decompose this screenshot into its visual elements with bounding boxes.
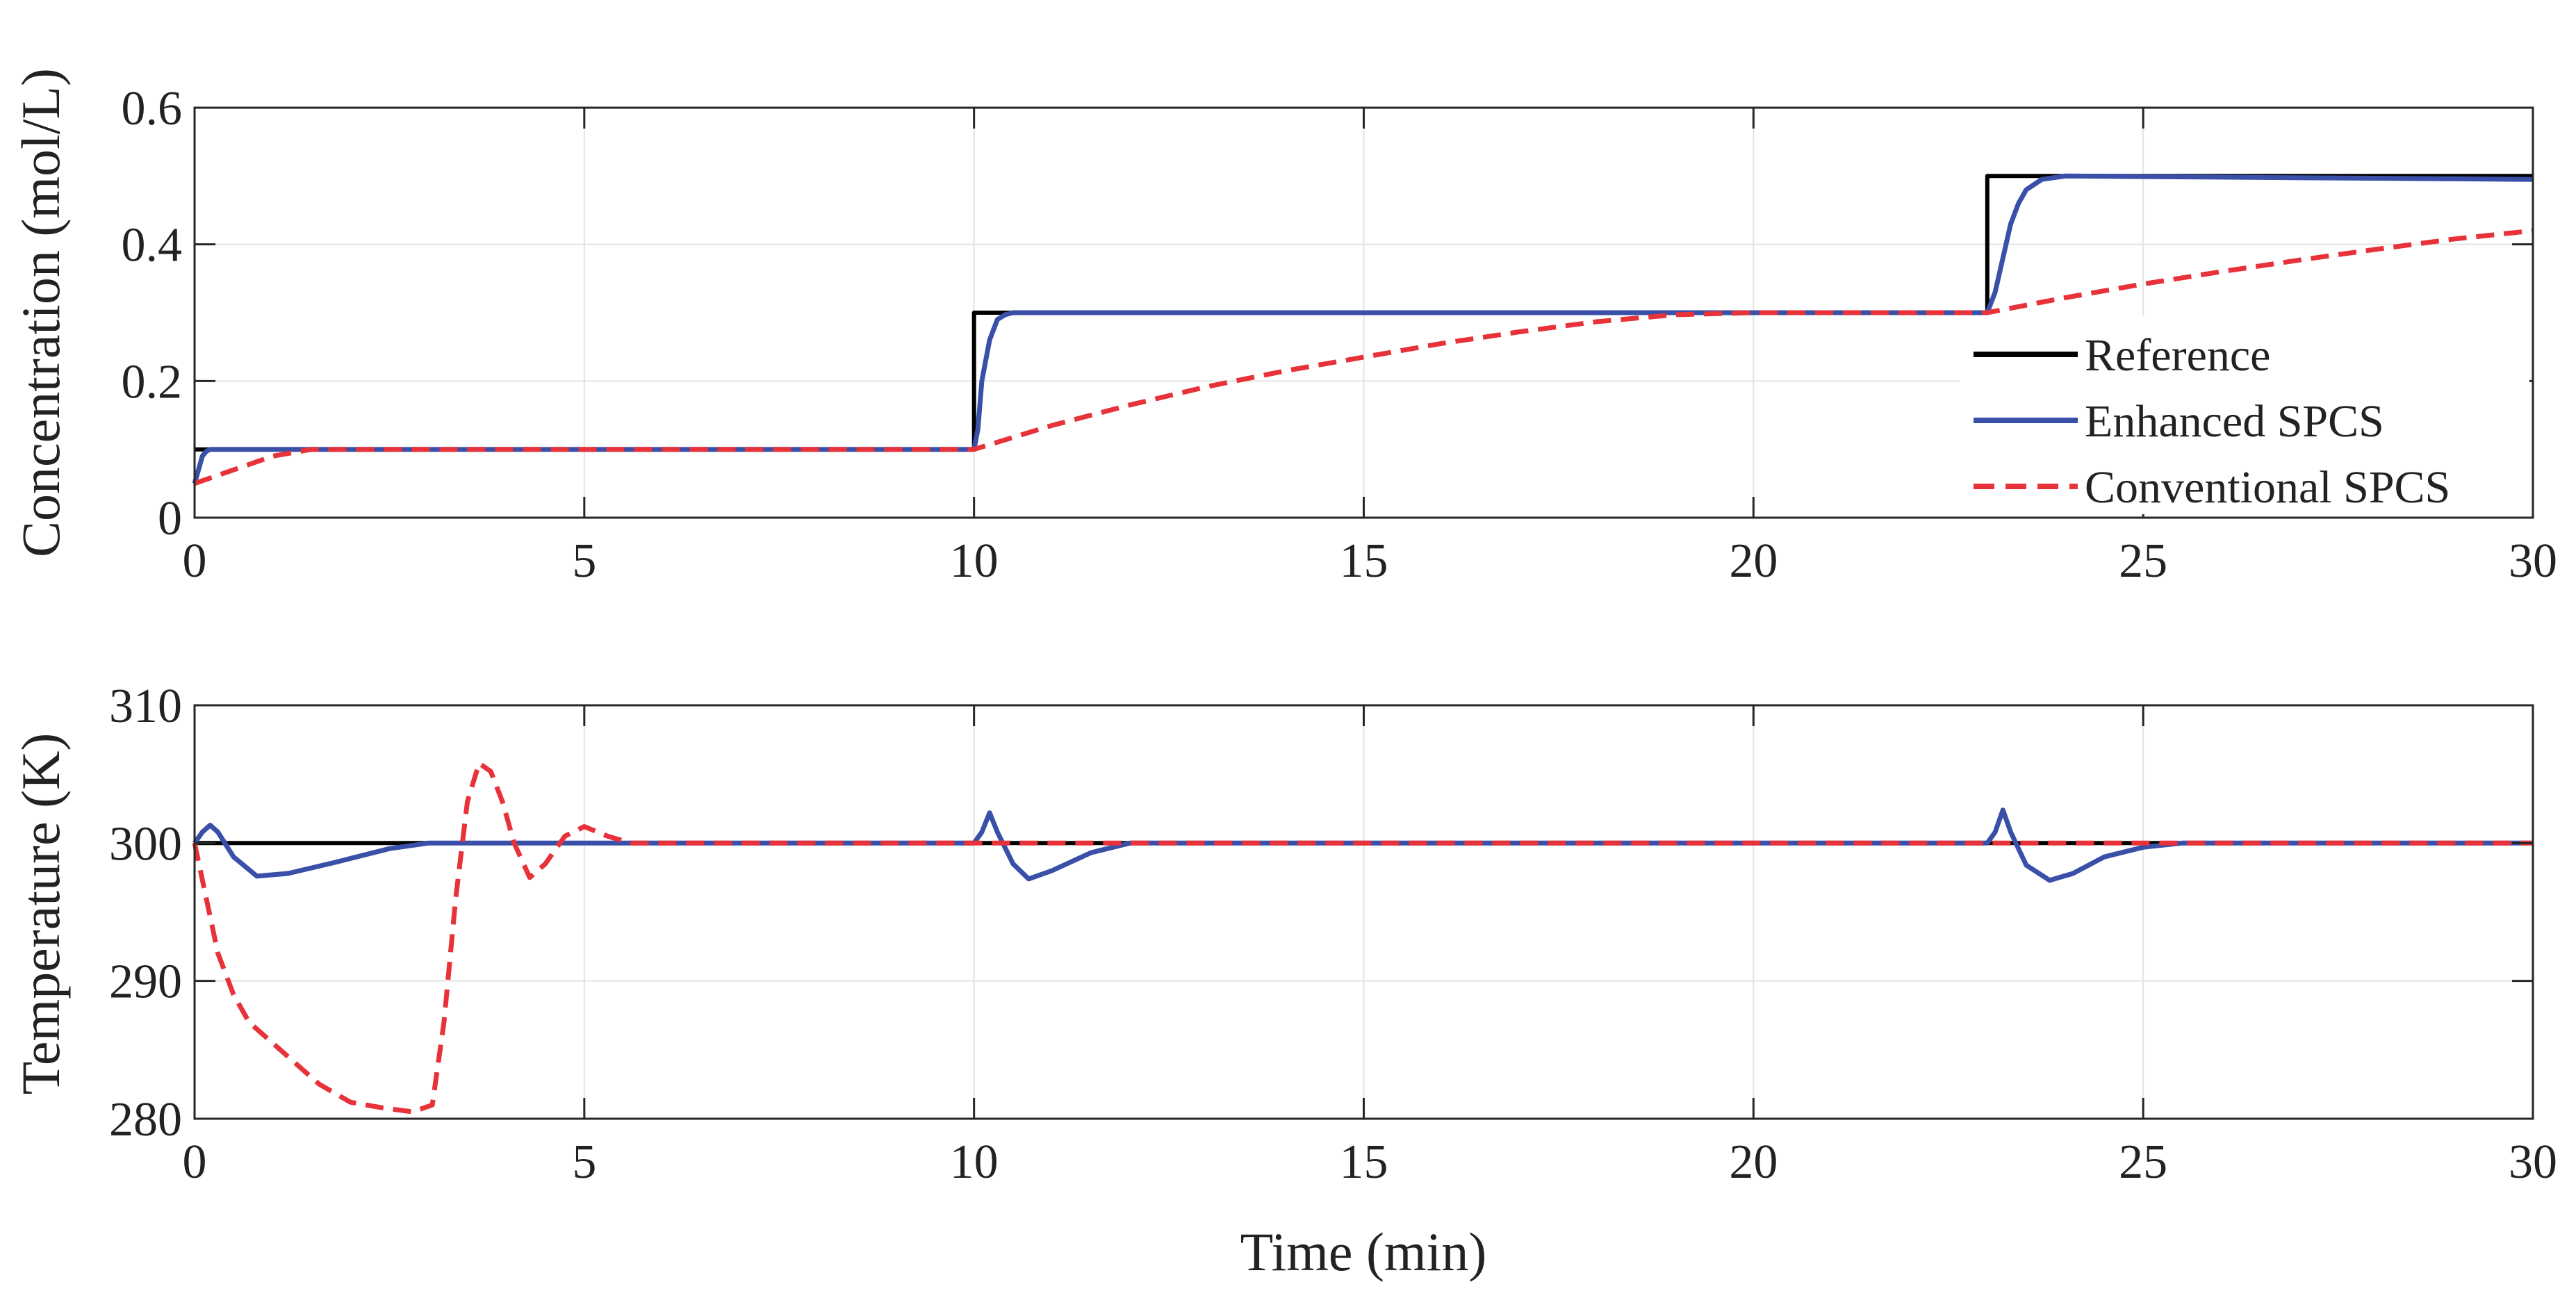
temperature-x-tick-label: 10 <box>950 1135 999 1189</box>
concentration-series <box>192 173 2534 486</box>
temperature-y-axis-label: Temperature (K) <box>10 733 71 1095</box>
legend-label-conventional: Conventional SPCS <box>2085 462 2450 513</box>
legend: Reference Enhanced SPCS Conventional SPC… <box>1960 316 2529 514</box>
temperature-y-tick-label: 290 <box>109 955 182 1009</box>
concentration-y-tick-label: 0.6 <box>122 82 183 135</box>
concentration-y-tick-label: 0 <box>158 492 182 545</box>
concentration-x-tick-label: 0 <box>183 534 207 588</box>
concentration-x-tick-label: 30 <box>2509 534 2557 588</box>
temperature-series-enhanced <box>192 807 2533 883</box>
temperature-plot: 280 290 300 310 0 5 10 15 20 25 30 Temperature (K… <box>10 680 2557 1282</box>
legend-label-reference: Reference <box>2085 330 2270 381</box>
temperature-x-tick-label: 30 <box>2509 1135 2557 1189</box>
concentration-series-conventional <box>193 228 2534 486</box>
concentration-x-tick-label: 25 <box>2119 534 2167 588</box>
concentration-y-tick-labels: 0 0.2 0.4 0.6 <box>122 82 183 545</box>
concentration-series-enhanced <box>192 173 2534 484</box>
concentration-x-tick-label: 15 <box>1340 534 1388 588</box>
temperature-x-tick-labels: 0 5 10 15 20 25 30 <box>183 1135 2558 1189</box>
concentration-y-tick-label: 0.2 <box>122 355 183 409</box>
temperature-x-tick-label: 25 <box>2119 1135 2167 1189</box>
temperature-x-tick-label: 0 <box>183 1135 207 1189</box>
temperature-y-tick-labels: 280 290 300 310 <box>109 680 182 1147</box>
legend-box <box>1960 316 2529 514</box>
temperature-x-tick-label: 5 <box>572 1135 596 1189</box>
temperature-y-tick-label: 310 <box>109 680 182 733</box>
concentration-x-tick-label: 5 <box>572 534 596 588</box>
temperature-y-tick-label: 300 <box>109 817 182 871</box>
concentration-y-tick-label: 0.4 <box>122 219 183 272</box>
temperature-x-tick-label: 15 <box>1340 1135 1388 1189</box>
concentration-y-axis-label: Concentration (mol/L) <box>10 68 71 557</box>
concentration-x-tick-labels: 0 5 10 15 20 25 30 <box>183 534 2558 588</box>
temperature-ticks <box>193 704 2534 1120</box>
temperature-x-axis-label: Time (min) <box>1240 1222 1487 1282</box>
concentration-x-tick-label: 10 <box>950 534 999 588</box>
legend-label-enhanced: Enhanced SPCS <box>2085 396 2384 447</box>
concentration-plot: 0 0.2 0.4 0.6 0 5 10 15 20 25 30 Concentration (m… <box>10 68 2557 588</box>
concentration-x-tick-label: 20 <box>1729 534 1778 588</box>
temperature-series-conventional <box>192 760 2533 1115</box>
temperature-y-tick-label: 280 <box>109 1093 182 1147</box>
temperature-x-tick-label: 20 <box>1729 1135 1778 1189</box>
temperature-series <box>192 760 2533 1115</box>
